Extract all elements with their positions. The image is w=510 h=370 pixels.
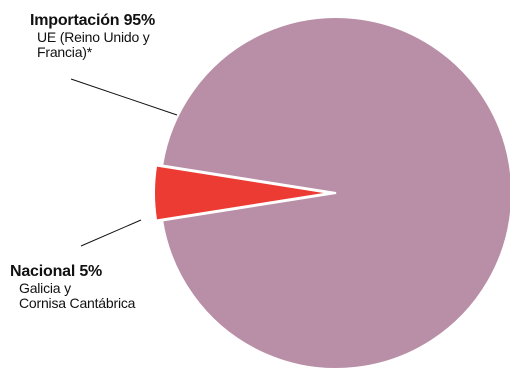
- leader-line-nacional: [80, 219, 142, 247]
- leader-line-importacion: [70, 78, 178, 116]
- slice-title-importacion: Importación 95%: [30, 12, 156, 29]
- slice-label-nacional: Nacional 5% Galicia y Cornisa Cantábrica: [10, 262, 135, 311]
- pie-slice-nacional: [153, 164, 331, 222]
- slice-label-importacion: Importación 95% UE (Reino Unido y Franci…: [30, 11, 155, 60]
- pie-slice-importacion: [161, 16, 510, 370]
- pie-slices: [153, 16, 510, 370]
- slice-detail-nacional-line2: Cornisa Cantábrica: [19, 295, 136, 311]
- slice-detail-importacion-line1: UE (Reino Unido y: [37, 29, 150, 45]
- slice-detail-importacion-line2: Francia)*: [37, 44, 92, 60]
- slice-detail-nacional-line1: Galicia y: [19, 280, 71, 296]
- slice-title-nacional: Nacional 5%: [10, 263, 103, 280]
